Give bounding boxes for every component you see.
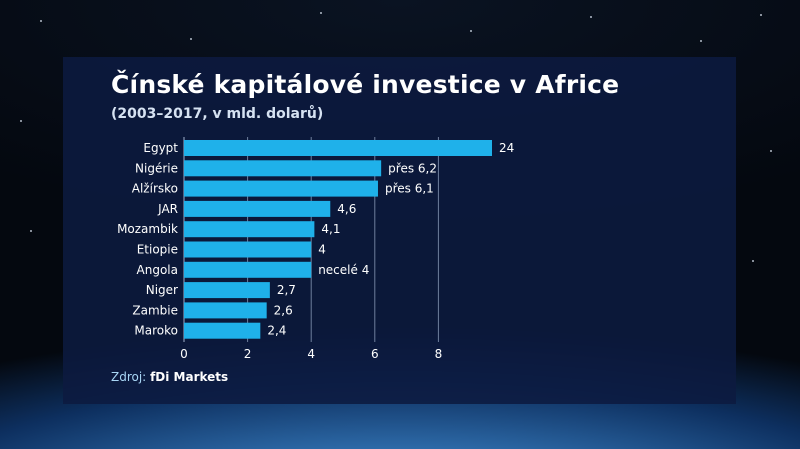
data-label: necelé 4 [318, 263, 369, 277]
category-label: Alžírsko [132, 182, 178, 196]
data-label: 2,7 [277, 283, 296, 297]
data-label: 4,1 [321, 222, 340, 236]
data-label: 24 [499, 141, 514, 155]
category-label: Zambie [132, 303, 178, 317]
category-label: Niger [146, 283, 178, 297]
x-tick-label: 0 [180, 347, 188, 361]
x-tick-label: 8 [435, 347, 443, 361]
data-label: 2,4 [267, 324, 286, 338]
category-label: Maroko [134, 324, 178, 338]
category-label: Egypt [143, 141, 178, 155]
bar [184, 200, 331, 217]
category-label: Nigérie [135, 161, 178, 175]
bar [184, 322, 261, 339]
chart-panel [63, 57, 736, 404]
data-label: 4,6 [337, 202, 356, 216]
bar [184, 140, 492, 156]
chart-title: Čínské kapitálové investice v Africe [111, 70, 620, 99]
x-tick-label: 6 [371, 347, 379, 361]
category-label: Mozambik [117, 222, 178, 236]
bar [184, 180, 378, 197]
category-label: JAR [157, 202, 178, 216]
bar [184, 302, 267, 319]
data-label: 4 [318, 243, 326, 257]
category-label: Angola [137, 263, 178, 277]
data-label: přes 6,2 [388, 161, 437, 175]
data-label: přes 6,1 [385, 182, 434, 196]
bar [184, 221, 315, 238]
bar [184, 282, 270, 299]
source-label: Zdroj: [111, 370, 147, 384]
bar [184, 241, 312, 258]
bar [184, 160, 382, 177]
data-label: 2,6 [274, 303, 293, 317]
x-tick-label: 4 [307, 347, 315, 361]
chart-subtitle: (2003–2017, v mld. dolarů) [111, 106, 324, 122]
bar [184, 261, 312, 278]
x-tick-label: 2 [244, 347, 252, 361]
source-name: fDi Markets [150, 370, 229, 384]
source-note: Zdroj: fDi Markets [111, 370, 228, 384]
category-label: Etiopie [137, 243, 178, 257]
